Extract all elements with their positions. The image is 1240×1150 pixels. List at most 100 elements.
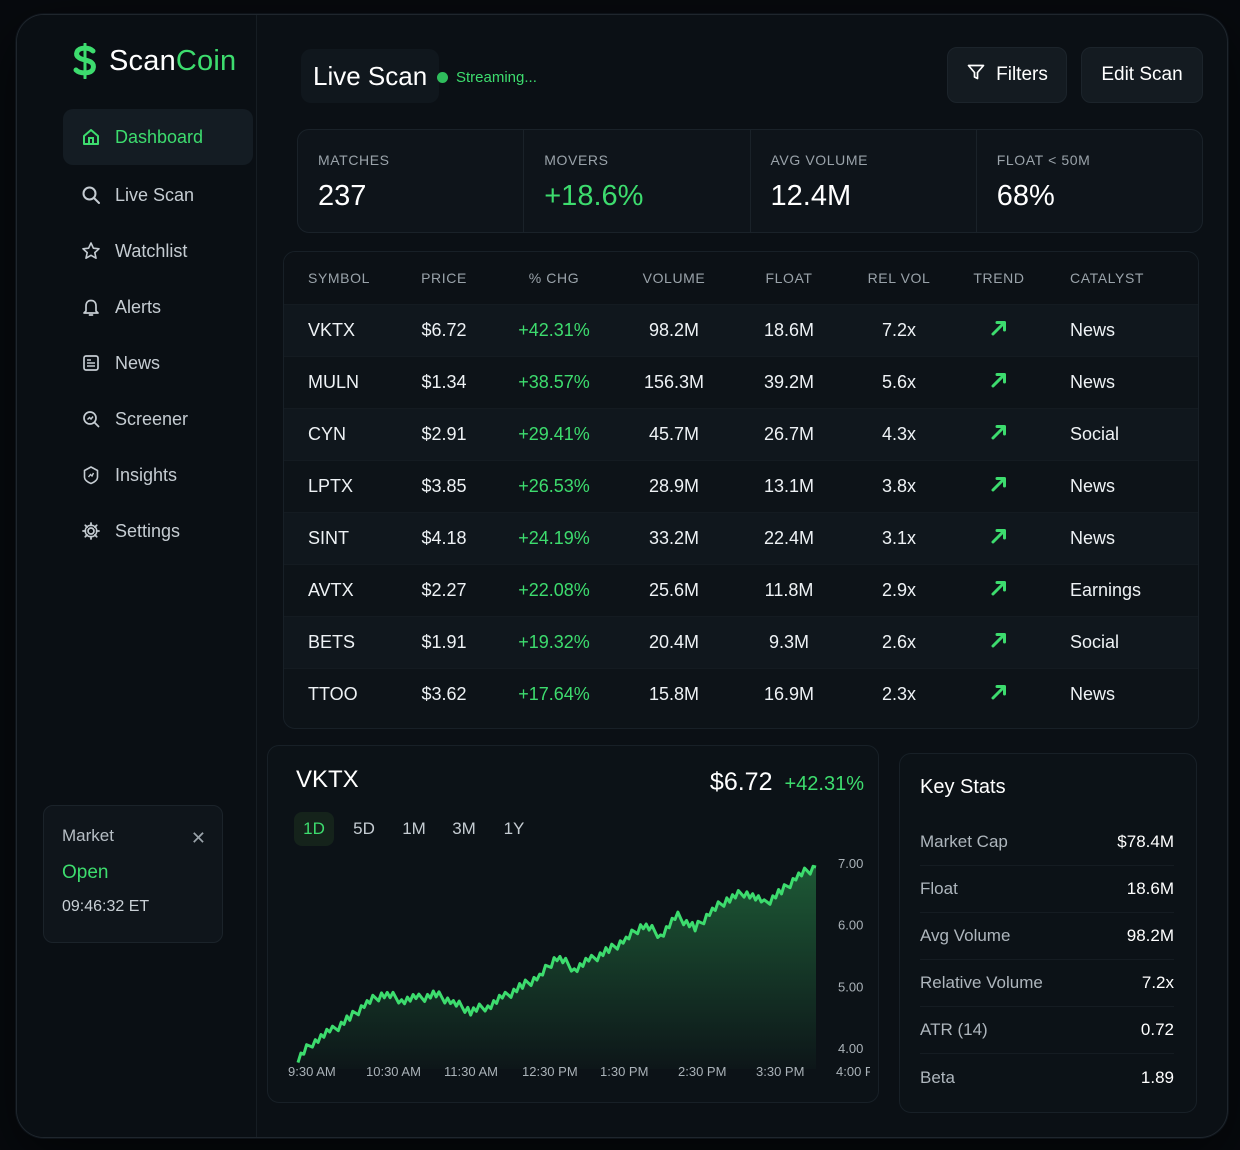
cell-catalyst: News <box>1044 303 1198 356</box>
cell-symbol: BETS <box>284 615 394 668</box>
cell-volume: 20.4M <box>614 615 734 668</box>
star-icon <box>81 241 101 261</box>
cell-rel-vol: 7.2x <box>844 303 954 356</box>
scan-results-table: SYMBOL PRICE % CHG VOLUME FLOAT REL VOL … <box>283 251 1199 729</box>
cell-rel-vol: 3.8x <box>844 459 954 512</box>
status-dot-icon <box>437 72 448 83</box>
price-chart[interactable]: 7.00 6.00 5.00 4.00 9:30 AM 10:30 AM 11:30 AM 1… <box>278 854 870 1094</box>
stat-row: ATR (14) 0.72 <box>920 1007 1174 1054</box>
cell-rel-vol: 5.6x <box>844 355 954 408</box>
cell-symbol: CYN <box>284 407 394 460</box>
trend-up-arrow-icon <box>989 526 1009 546</box>
stat-label: Market Cap <box>920 832 1008 851</box>
table-row[interactable]: MULN $1.34 +38.57% 156.3M 39.2M 5.6x News <box>284 355 1198 408</box>
cell-catalyst: News <box>1044 459 1198 512</box>
cell-float: 16.9M <box>734 667 844 720</box>
sidebar-item-label: Screener <box>115 408 189 429</box>
sidebar-item-news[interactable]: News <box>63 337 253 389</box>
streaming-indicator: Streaming... <box>437 69 537 86</box>
sidebar-item-settings[interactable]: Settings <box>63 505 253 557</box>
stat-label: Beta <box>920 1067 955 1087</box>
cell-chg: +19.32% <box>494 615 614 668</box>
table-row[interactable]: VKTX $6.72 +42.31% 98.2M 18.6M 7.2x News <box>284 303 1198 356</box>
stat-value: 98.2M <box>1126 926 1174 945</box>
cell-price: $3.85 <box>394 459 494 512</box>
column-header-chg[interactable]: % CHG <box>494 252 614 304</box>
table-row[interactable]: BETS $1.91 +19.32% 20.4M 9.3M 2.6x Social <box>284 615 1198 668</box>
cell-price: $2.27 <box>394 563 494 616</box>
cell-trend <box>954 459 1044 512</box>
gear-icon <box>81 521 101 541</box>
table-row[interactable]: AVTX $2.27 +22.08% 25.6M 11.8M 2.9x Earnings <box>284 563 1198 616</box>
cell-chg: +24.19% <box>494 511 614 564</box>
range-1m[interactable]: 1M <box>402 819 426 838</box>
sidebar-item-watchlist[interactable]: Watchlist <box>63 225 253 277</box>
search-icon <box>81 185 101 205</box>
cell-catalyst: Earnings <box>1044 563 1198 616</box>
cell-symbol: TTOO <box>284 667 394 720</box>
sidebar-item-alerts[interactable]: Alerts <box>63 281 253 333</box>
column-header-price[interactable]: PRICE <box>394 252 494 304</box>
cell-symbol: SINT <box>284 511 394 564</box>
edit-scan-label: Edit Scan <box>1101 64 1183 85</box>
sidebar-item-screener[interactable]: Screener <box>63 393 253 445</box>
stat-label: Avg Volume <box>920 926 1011 945</box>
cell-rel-vol: 2.9x <box>844 563 954 616</box>
x-tick-label: 1:30 PM <box>600 1064 648 1079</box>
cell-chg: +38.57% <box>494 355 614 408</box>
sidebar-item-label: Dashboard <box>115 126 204 147</box>
metric-avg-volume: AVG VOLUME 12.4M <box>751 130 977 232</box>
column-header-catalyst[interactable]: CATALYST <box>1044 252 1198 304</box>
table-row[interactable]: LPTX $3.85 +26.53% 28.9M 13.1M 3.8x News <box>284 459 1198 512</box>
metric-value: 68% <box>996 180 1055 212</box>
stat-label: Relative Volume <box>920 973 1043 992</box>
range-5d[interactable]: 5D <box>353 819 375 838</box>
trend-up-arrow-icon <box>989 682 1009 702</box>
home-icon <box>81 127 101 147</box>
trend-up-arrow-icon <box>989 474 1009 494</box>
cell-float: 18.6M <box>734 303 844 356</box>
cell-float: 9.3M <box>734 615 844 668</box>
column-header-rel-vol[interactable]: REL VOL <box>844 252 954 304</box>
table-row[interactable]: SINT $4.18 +24.19% 33.2M 22.4M 3.1x News <box>284 511 1198 564</box>
dollar-logo-icon <box>71 43 99 79</box>
cell-float: 39.2M <box>734 355 844 408</box>
table-row[interactable]: CYN $2.91 +29.41% 45.7M 26.7M 4.3x Social <box>284 407 1198 460</box>
stat-row: Relative Volume 7.2x <box>920 960 1174 1007</box>
table-row[interactable]: TTOO $3.62 +17.64% 15.8M 16.9M 2.3x News <box>284 667 1198 720</box>
metric-value: +18.6% <box>544 180 644 212</box>
stat-value: 7.2x <box>1141 973 1174 992</box>
sidebar-item-insights[interactable]: Insights <box>63 449 253 501</box>
cell-price: $2.91 <box>394 407 494 460</box>
cell-trend <box>954 667 1044 720</box>
chart-price-block: $6.72 +42.31% <box>710 768 864 797</box>
range-1d[interactable]: 1D <box>294 812 334 846</box>
brand-name-part2: Coin <box>175 44 237 77</box>
stat-value: $78.4M <box>1117 832 1174 851</box>
cell-trend <box>954 407 1044 460</box>
streaming-label: Streaming... <box>456 69 537 86</box>
sidebar-item-label: Live Scan <box>115 184 195 205</box>
cell-catalyst: Social <box>1044 407 1198 460</box>
column-header-float[interactable]: FLOAT <box>734 252 844 304</box>
column-header-trend[interactable]: TREND <box>954 252 1044 304</box>
y-tick-label: 5.00 <box>838 979 863 994</box>
edit-scan-button[interactable]: Edit Scan <box>1081 47 1203 103</box>
column-header-volume[interactable]: VOLUME <box>614 252 734 304</box>
x-tick-label: 12:30 PM <box>522 1064 578 1079</box>
range-1y[interactable]: 1Y <box>503 819 525 838</box>
close-icon[interactable]: ✕ <box>190 828 206 848</box>
metric-label: FLOAT < 50M <box>996 152 1091 168</box>
cell-volume: 156.3M <box>614 355 734 408</box>
range-3m[interactable]: 3M <box>452 819 476 838</box>
cell-price: $1.91 <box>394 615 494 668</box>
key-stats-title: Key Stats <box>920 776 1006 798</box>
column-header-symbol[interactable]: SYMBOL <box>284 252 394 304</box>
sidebar-item-dashboard[interactable]: Dashboard <box>63 109 253 165</box>
sidebar-item-label: News <box>115 352 161 373</box>
brand-logo[interactable]: ScanCoin <box>71 43 236 79</box>
cell-rel-vol: 4.3x <box>844 407 954 460</box>
sidebar-item-live-scan[interactable]: Live Scan <box>63 169 253 221</box>
filters-button[interactable]: Filters <box>947 47 1067 103</box>
cell-chg: +22.08% <box>494 563 614 616</box>
